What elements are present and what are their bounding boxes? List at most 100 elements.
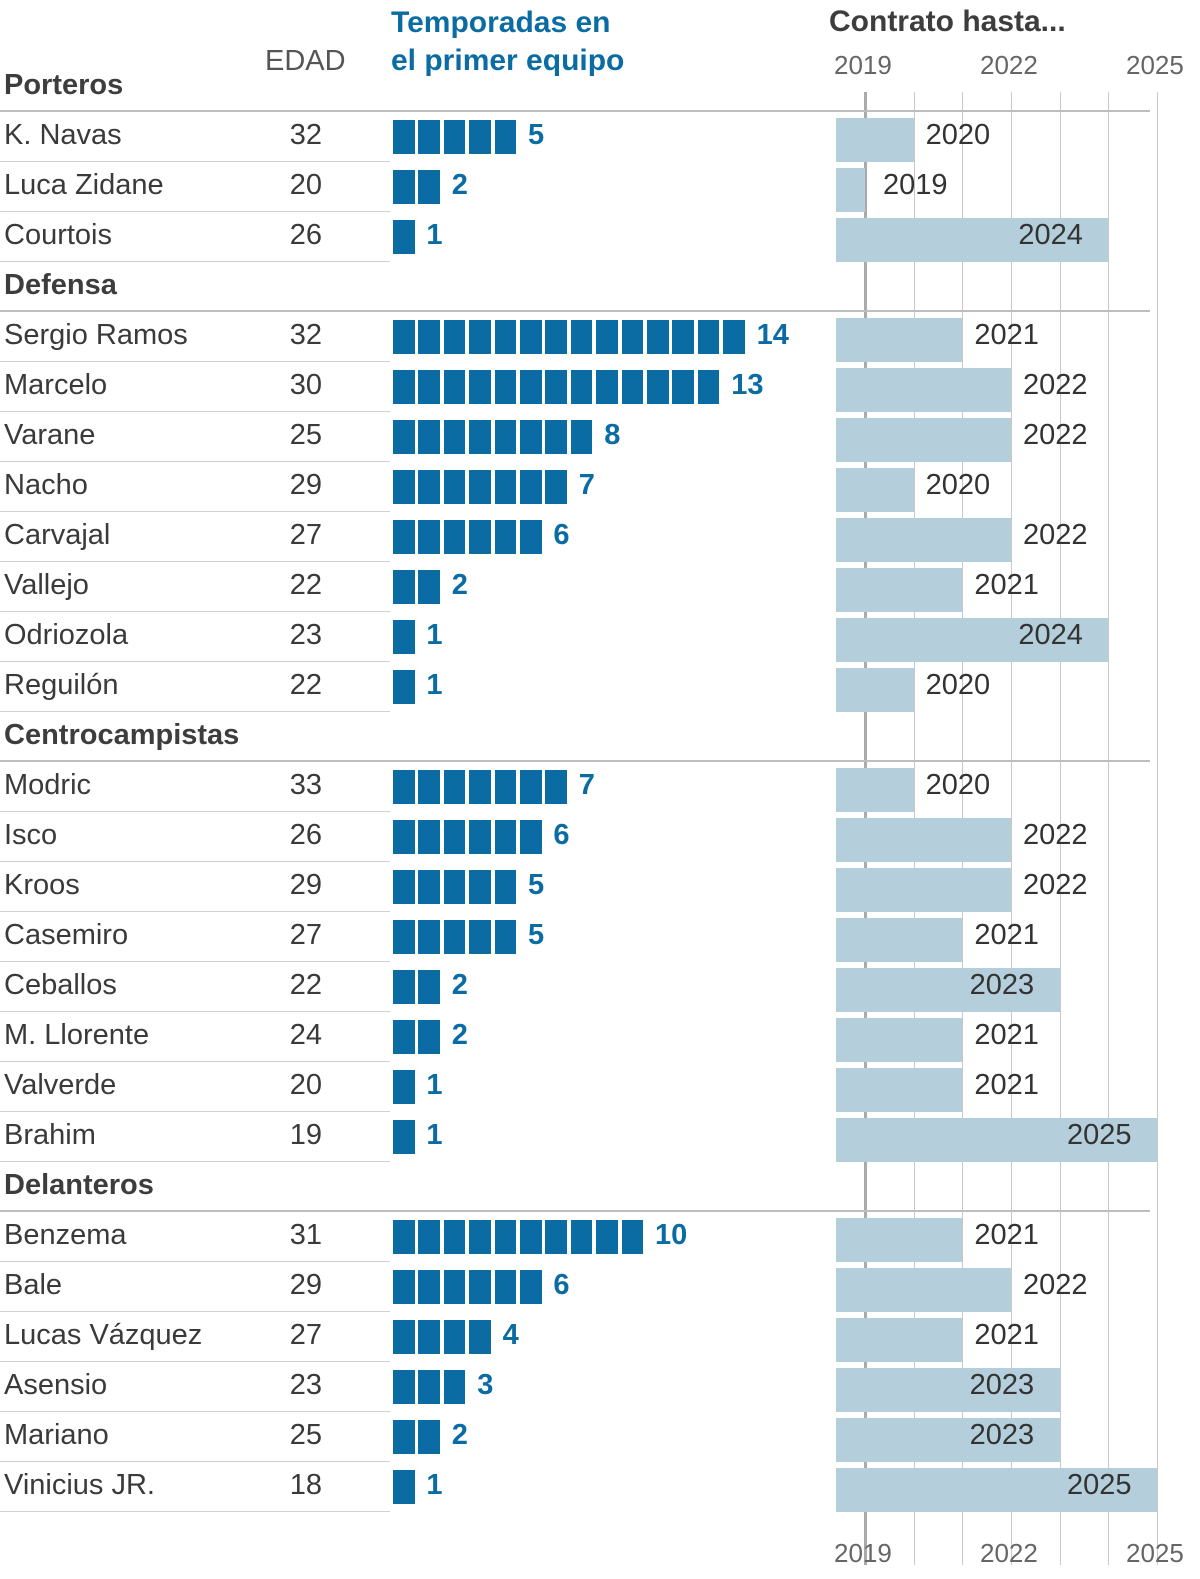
seasons-value: 5	[528, 919, 545, 951]
season-square	[393, 1370, 415, 1404]
seasons-value: 1	[426, 219, 443, 251]
season-square	[469, 420, 491, 454]
row-divider	[0, 1161, 390, 1162]
season-square	[418, 120, 440, 154]
player-name: Mariano	[4, 1419, 109, 1451]
season-square	[520, 420, 542, 454]
season-square	[545, 420, 567, 454]
player-age: 25	[289, 1419, 322, 1451]
season-square	[418, 970, 440, 1004]
season-square	[723, 320, 745, 354]
player-name: Vinicius JR.	[4, 1469, 155, 1501]
season-square	[393, 470, 415, 504]
season-square	[494, 420, 517, 454]
season-square	[621, 1220, 644, 1254]
seasons-value: 2	[451, 1419, 468, 1451]
contract-gridline	[1011, 92, 1012, 1565]
contract-value: 2021	[974, 569, 1039, 601]
contract-value: 2021	[974, 1069, 1039, 1101]
row-divider	[0, 511, 390, 512]
group-divider	[0, 760, 1150, 762]
row-divider	[0, 1361, 390, 1362]
row-divider	[0, 1461, 390, 1462]
season-square	[545, 320, 567, 354]
contract-value: 2023	[969, 1419, 1035, 1451]
row-divider	[0, 461, 390, 462]
season-square	[647, 370, 669, 404]
contract-bar	[836, 1068, 963, 1112]
axis-tick-top: 2025	[1126, 50, 1184, 80]
season-square	[596, 370, 618, 404]
contract-value: 2020	[925, 769, 991, 801]
row-divider	[0, 811, 390, 812]
row-divider	[0, 711, 390, 712]
group-divider	[0, 310, 1150, 312]
player-age: 22	[289, 969, 322, 1001]
season-square	[393, 320, 415, 354]
season-square	[393, 620, 415, 654]
contract-bar	[836, 1018, 963, 1062]
season-square	[418, 470, 440, 504]
season-square	[494, 820, 517, 854]
season-square	[418, 1370, 440, 1404]
axis-tick-bottom: 2022	[980, 1538, 1038, 1568]
season-square	[418, 1220, 440, 1254]
player-name: Casemiro	[4, 919, 129, 951]
season-square	[469, 120, 491, 154]
season-square	[418, 1270, 440, 1304]
season-square	[469, 320, 491, 354]
season-square	[494, 470, 517, 504]
contract-bar	[836, 818, 1011, 862]
season-square	[494, 370, 517, 404]
player-age: 32	[289, 319, 322, 351]
season-square	[570, 320, 593, 354]
season-square	[545, 370, 567, 404]
group-title: Centrocampistas	[4, 719, 240, 751]
season-square	[393, 1470, 415, 1504]
contract-value: 2023	[969, 969, 1035, 1001]
season-square	[418, 1420, 440, 1454]
group-title: Porteros	[4, 69, 124, 101]
player-age: 25	[289, 419, 322, 451]
group-title: Defensa	[4, 269, 117, 301]
season-square	[647, 320, 669, 354]
player-name: Ceballos	[4, 969, 117, 1001]
contract-bar	[836, 1468, 1158, 1512]
seasons-value: 6	[553, 819, 570, 851]
contract-bar	[836, 1318, 963, 1362]
player-age: 29	[289, 1269, 322, 1301]
row-divider	[0, 211, 390, 212]
player-age: 30	[289, 369, 322, 401]
season-square	[393, 870, 415, 904]
contract-bar	[836, 1218, 963, 1262]
seasons-value: 3	[477, 1369, 494, 1401]
season-square	[520, 520, 542, 554]
season-square	[393, 1420, 415, 1454]
seasons-value: 6	[553, 519, 570, 551]
player-name: Varane	[4, 419, 96, 451]
season-square	[393, 970, 415, 1004]
age-header: EDAD	[265, 45, 346, 77]
season-square	[596, 1220, 618, 1254]
contract-bar	[836, 568, 963, 612]
season-square	[545, 470, 567, 504]
season-square	[393, 1120, 415, 1154]
season-square	[469, 870, 491, 904]
season-square	[443, 470, 466, 504]
player-age: 19	[289, 1119, 322, 1151]
axis-tick-bottom: 2019	[834, 1538, 892, 1568]
seasons-value: 7	[578, 769, 595, 801]
season-square	[393, 670, 415, 704]
row-divider	[0, 1311, 390, 1312]
contract-value: 2025	[1067, 1119, 1132, 1151]
contract-value: 2021	[974, 1319, 1039, 1351]
contract-bar	[836, 1268, 1011, 1312]
row-divider	[0, 1511, 390, 1512]
season-square	[418, 920, 440, 954]
contract-bar	[836, 118, 914, 162]
season-square	[469, 820, 491, 854]
seasons-header-line2: el primer equipo	[391, 44, 625, 77]
season-square	[520, 320, 542, 354]
player-name: Carvajal	[4, 519, 111, 551]
season-square	[393, 820, 415, 854]
